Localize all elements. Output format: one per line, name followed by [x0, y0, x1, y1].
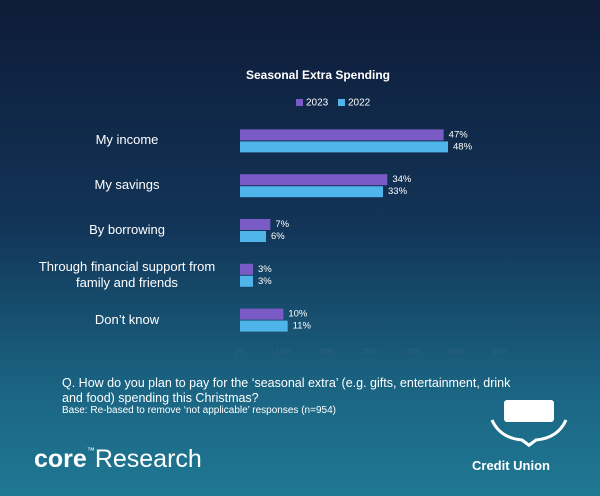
data-label: 47% [449, 129, 469, 140]
x-tick-label: 40% [405, 347, 421, 356]
bar [240, 186, 383, 198]
credit-union-logo [490, 400, 568, 448]
bar [240, 141, 448, 153]
bar [240, 129, 444, 141]
bar [240, 320, 288, 332]
data-label: 3% [258, 264, 272, 275]
legend-swatch [296, 99, 303, 106]
chart-title: Seasonal Extra Spending [246, 68, 390, 82]
legend-label: 2023 [306, 98, 329, 109]
data-label: 3% [258, 276, 272, 287]
logo-tm: ™ [86, 446, 95, 455]
bar [240, 308, 284, 320]
x-tick-label: 30% [362, 347, 378, 356]
bar [240, 174, 388, 186]
category-label: My savings [94, 177, 160, 193]
bar [240, 219, 271, 230]
logo-core: core [34, 445, 87, 473]
category-label: My income [95, 132, 159, 148]
legend-label: 2022 [348, 98, 371, 109]
category-label: Through financial support from family an… [38, 258, 216, 290]
bar [240, 231, 266, 242]
category-label: By borrowing [89, 222, 165, 237]
question: Q. How do you plan to pay for the ‘seaso… [62, 376, 511, 405]
data-label: 48% [453, 141, 473, 152]
data-label: 34% [392, 174, 412, 185]
data-label: 10% [288, 309, 308, 320]
x-tick-label: 20% [319, 347, 335, 356]
data-label: 7% [275, 219, 289, 230]
data-label: 33% [388, 186, 408, 197]
logo-research: Research [94, 445, 202, 473]
core-logo: core™Research [34, 445, 202, 474]
data-label: 11% [293, 321, 312, 332]
data-label: 6% [271, 231, 285, 242]
x-tick-label: 0% [234, 347, 246, 356]
bar [240, 275, 253, 287]
bar [240, 263, 253, 275]
x-tick-label: 10% [275, 347, 291, 356]
x-tick-label: 50% [449, 347, 465, 356]
brand: Credit Union [472, 458, 550, 473]
category-label: Don’t know [94, 311, 160, 327]
x-tick-label: 60% [492, 347, 508, 356]
legend-swatch [338, 99, 345, 106]
base-note: Base: Re-based to remove ‘not applicable… [62, 405, 336, 416]
